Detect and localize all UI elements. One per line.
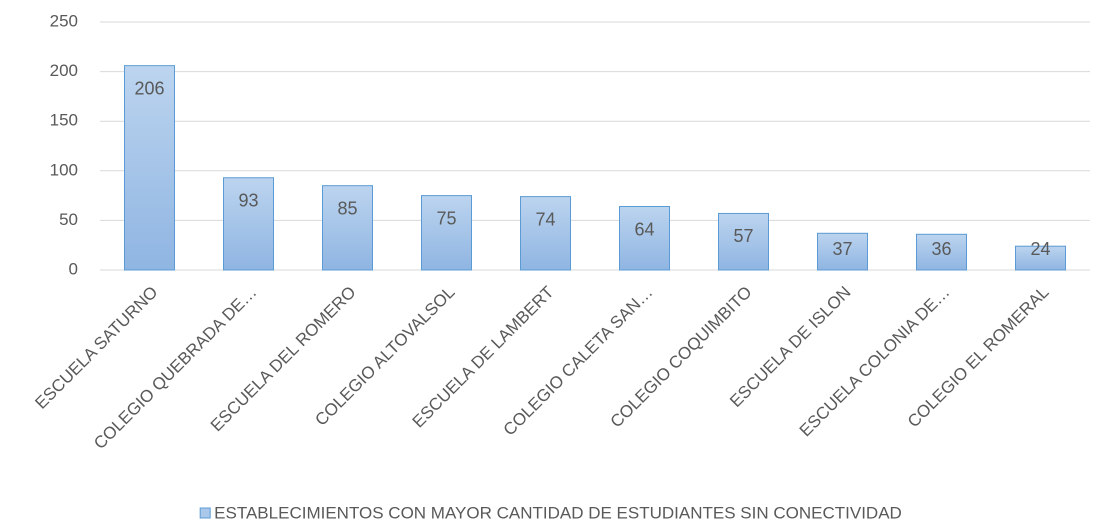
data-label: 75 [436,208,456,228]
data-label: 37 [832,239,852,259]
data-label: 64 [634,219,654,239]
bar [124,65,175,271]
data-label: 36 [931,239,951,259]
bar [718,212,769,271]
data-label: 85 [337,198,357,218]
x-tick-label: COLEGIO QUEBRADA DE… [90,283,260,453]
bar [520,196,571,271]
data-label: 93 [238,190,258,210]
y-tick-label: 0 [69,259,78,278]
y-tick-label: 200 [50,61,78,80]
y-tick-label: 50 [59,210,78,229]
bar [1015,245,1066,271]
legend-label: ESTABLECIMIENTOS CON MAYOR CANTIDAD DE E… [214,503,902,522]
bar [322,185,373,271]
bar [916,233,967,271]
data-label: 24 [1030,239,1050,259]
y-tick-label: 100 [50,160,78,179]
y-tick-label: 150 [50,111,78,130]
bar [223,177,274,271]
bar [619,206,670,271]
data-label: 206 [134,78,164,98]
bar [817,232,868,271]
data-label: 74 [535,209,555,229]
legend-swatch [199,507,211,519]
data-label: 57 [733,226,753,246]
y-tick-label: 250 [50,11,78,30]
bar [421,195,472,271]
